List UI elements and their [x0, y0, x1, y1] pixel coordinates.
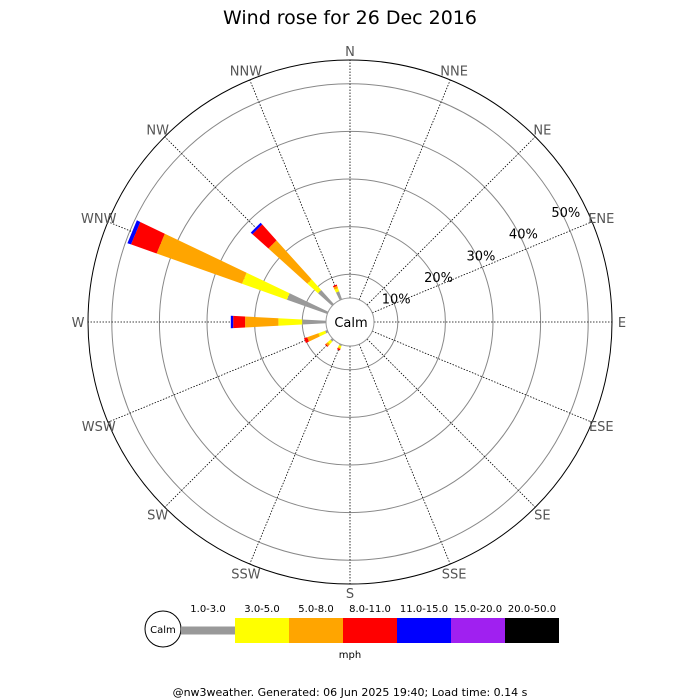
- direction-label-ne: NE: [533, 124, 551, 139]
- grid-ring-40: [158, 130, 542, 514]
- direction-label-e: E: [618, 316, 626, 331]
- legend-swatch-3: [343, 618, 397, 643]
- bar-ssw-bin-0: [339, 343, 342, 346]
- direction-label-se: SE: [534, 508, 550, 523]
- direction-label-sse: SSE: [442, 567, 467, 582]
- direction-label-ssw: SSW: [231, 567, 261, 582]
- spoke-ene: [372, 221, 593, 314]
- spoke-ssw: [249, 344, 342, 565]
- bar-wsw-bin-1: [318, 330, 327, 337]
- bar-nnw-bin-3: [332, 284, 338, 288]
- direction-label-wnw: WNW: [81, 212, 117, 227]
- spoke-nne: [358, 79, 451, 300]
- bar-nnw-bin-0: [336, 291, 342, 301]
- legend-calm-label: Calm: [150, 625, 176, 636]
- footer-text: @nw3weather. Generated: 06 Jun 2025 19:4…: [173, 686, 528, 699]
- grid-ring-30: [206, 178, 494, 466]
- legend-label-1: 3.0-5.0: [244, 604, 279, 615]
- spoke-sse: [358, 344, 451, 565]
- legend-swatch-4: [397, 618, 451, 643]
- legend-label-3: 8.0-11.0: [349, 604, 391, 615]
- bar-nw-bin-3: [252, 224, 277, 249]
- direction-label-n: N: [345, 45, 355, 60]
- legend-label-0: 1.0-3.0: [190, 604, 225, 615]
- bar-ssw-bin-1: [338, 345, 342, 349]
- bar-ssw-bin-2: [337, 347, 341, 350]
- bar-w-bin-2: [245, 316, 279, 328]
- bar-w-bin-4: [230, 315, 234, 329]
- bar-nw-bin-4: [250, 222, 263, 235]
- legend-label-4: 11.0-15.0: [400, 604, 448, 615]
- direction-label-sw: SW: [147, 508, 168, 523]
- spoke-nnw: [249, 79, 342, 300]
- direction-label-ese: ESE: [589, 420, 614, 435]
- legend-swatch-6: [505, 618, 559, 643]
- direction-label-s: S: [346, 587, 354, 602]
- spoke-se: [366, 338, 536, 508]
- calm-label: Calm: [334, 316, 367, 331]
- legend-label-6: 20.0-50.0: [508, 604, 556, 615]
- bar-wnw-bin-4: [127, 220, 141, 245]
- radial-tick-30: 30%: [467, 249, 496, 264]
- bar-wnw-bin-0: [286, 293, 329, 314]
- legend-swatch-1: [235, 618, 289, 643]
- bar-ssw-bin-3: [337, 348, 341, 351]
- bar-nw-bin-0: [318, 290, 334, 306]
- direction-label-nw: NW: [146, 124, 169, 139]
- bar-nnw-bin-2: [333, 285, 338, 290]
- spoke-sw: [164, 338, 334, 508]
- bar-wnw-bin-2: [156, 233, 247, 284]
- bar-sw-bin-2: [325, 342, 330, 347]
- spoke-ese: [372, 330, 593, 423]
- wind-bars: [127, 220, 342, 351]
- bar-wsw-bin-3: [304, 337, 309, 343]
- legend-swatch-5: [451, 618, 505, 643]
- direction-label-ene: ENE: [588, 212, 614, 227]
- direction-label-nne: NNE: [440, 65, 468, 80]
- direction-label-wsw: WSW: [82, 420, 116, 435]
- chart-title: Wind rose for 26 Dec 2016: [223, 7, 477, 29]
- legend-unit: mph: [339, 650, 361, 661]
- bar-nnw-bin-1: [334, 288, 340, 293]
- bar-sw-bin-0: [330, 338, 334, 342]
- bar-w-bin-3: [233, 315, 246, 329]
- legend-swatch-0: [181, 626, 235, 635]
- legend-label-2: 5.0-8.0: [298, 604, 333, 615]
- bar-sw-bin-1: [327, 339, 333, 345]
- direction-labels: N NNE NE ENE E ESE SE SSE S SSW SW WSW W WNW NW NNW: [72, 45, 627, 602]
- radial-tick-40: 40%: [509, 228, 538, 243]
- spoke-wsw: [107, 330, 328, 423]
- bar-nw-bin-1: [307, 279, 322, 294]
- direction-label-w: W: [72, 316, 85, 331]
- calm-circle: Calm: [325, 297, 375, 347]
- radial-tick-50: 50%: [551, 206, 580, 221]
- bar-w-bin-0: [302, 319, 326, 325]
- radial-tick-10: 10%: [382, 292, 411, 307]
- direction-label-nnw: NNW: [230, 65, 262, 80]
- legend-swatch-2: [289, 618, 343, 643]
- spoke-ne: [366, 136, 536, 306]
- bar-wnw-bin-1: [242, 272, 290, 300]
- radial-tick-20: 20%: [424, 271, 453, 286]
- legend-label-5: 15.0-20.0: [454, 604, 502, 615]
- bar-nw-bin-2: [268, 240, 312, 284]
- bar-wsw-bin-2: [307, 333, 320, 342]
- radial-tick-labels: 10% 20% 30% 40% 50%: [382, 206, 581, 307]
- bar-sw-bin-3: [325, 343, 329, 347]
- speed-legend: Calm mph 1.0-3.0 3.0-5.0 5.0-8.0 8.0-11.0 11…: [144, 604, 559, 661]
- bar-wnw-bin-3: [131, 222, 165, 254]
- bar-w-bin-1: [278, 318, 303, 326]
